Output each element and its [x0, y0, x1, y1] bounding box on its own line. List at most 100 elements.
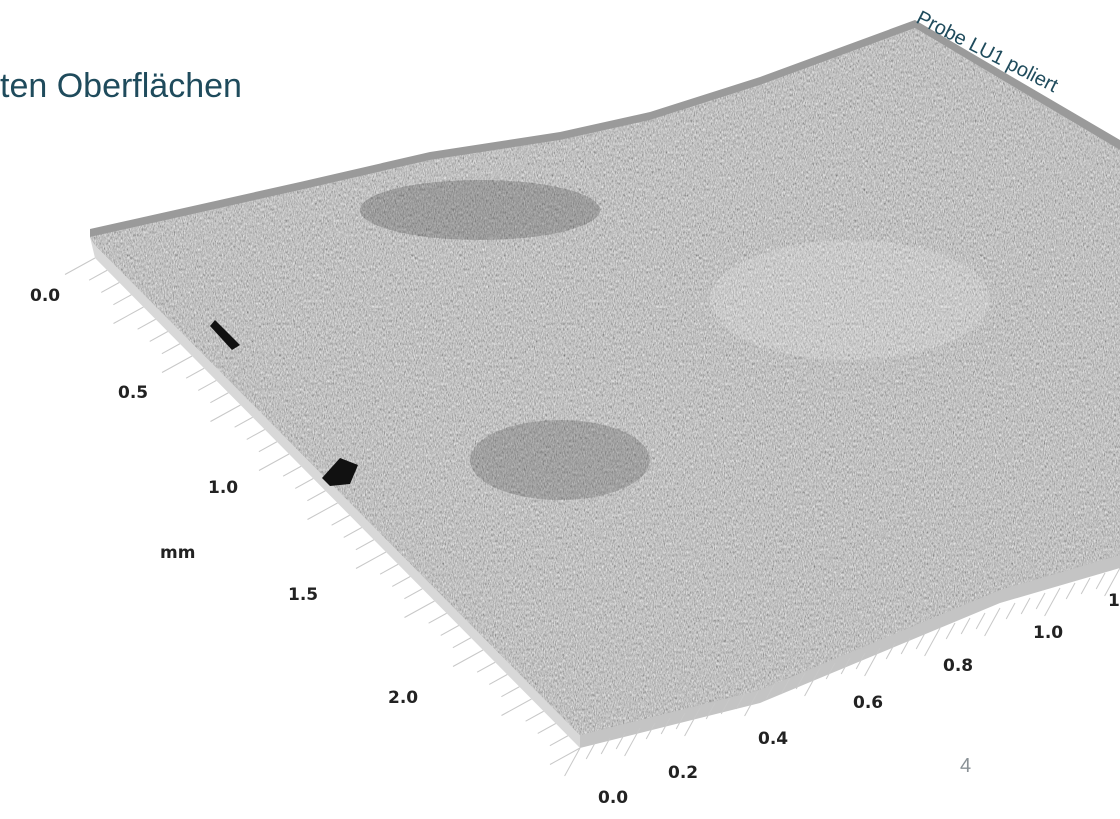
- tick-mark: [1095, 572, 1106, 590]
- tick-mark: [355, 551, 387, 569]
- tick-mark: [452, 649, 484, 667]
- tick-mark: [825, 662, 836, 680]
- tick-mark: [945, 622, 956, 640]
- side-wall: [580, 555, 1120, 748]
- tick-mark: [924, 627, 941, 657]
- tick-mark: [501, 698, 532, 716]
- tick-mark: [343, 527, 362, 538]
- tick-mark: [282, 465, 302, 477]
- tick-mark: [549, 747, 581, 765]
- x-tick-label: 0.8: [943, 656, 973, 676]
- tick-mark: [855, 652, 866, 670]
- tick-mark: [705, 702, 716, 720]
- tick-mark: [258, 453, 290, 471]
- tick-mark: [915, 632, 926, 650]
- tick-mark: [113, 294, 132, 306]
- tick-mark: [88, 269, 108, 281]
- x-tick-label: 1: [1108, 591, 1120, 611]
- tick-mark: [1104, 567, 1120, 597]
- axis-ticks: [64, 257, 1120, 777]
- tick-mark: [1080, 577, 1091, 595]
- tick-mark: [675, 712, 686, 730]
- tick-mark: [780, 677, 791, 695]
- tick-mark: [137, 318, 156, 330]
- x-tick-label: 1.0: [1033, 623, 1063, 643]
- tick-mark: [1065, 582, 1076, 600]
- tick-mark: [765, 682, 776, 700]
- tick-mark: [984, 607, 1001, 637]
- tick-mark: [537, 723, 556, 734]
- tick-mark: [392, 576, 411, 587]
- tick-mark: [975, 612, 986, 630]
- y-axis-label: mm: [160, 543, 195, 563]
- defect: [210, 320, 240, 350]
- y-tick-label: 1.0: [208, 478, 238, 498]
- tick-mark: [744, 687, 761, 717]
- tick-mark: [149, 331, 168, 342]
- tick-mark: [452, 637, 472, 649]
- tick-mark: [210, 392, 229, 404]
- tick-mark: [885, 642, 896, 660]
- tick-mark: [840, 657, 851, 675]
- x-tick-label: 0.2: [668, 763, 698, 783]
- tick-mark: [161, 355, 193, 373]
- tick-mark: [258, 441, 278, 453]
- tick-mark: [864, 647, 881, 677]
- tick-mark: [307, 490, 326, 502]
- tick-mark: [1005, 602, 1016, 620]
- tick-mark: [198, 380, 217, 391]
- tick-mark: [615, 732, 626, 750]
- x-tick-label: 0.4: [758, 729, 788, 749]
- slide-title: ten Oberflächen: [0, 67, 242, 105]
- tick-mark: [331, 514, 350, 526]
- page-number: 4: [960, 755, 971, 777]
- tick-mark: [440, 625, 459, 636]
- tick-mark: [489, 674, 508, 685]
- tick-mark: [161, 343, 181, 355]
- x-tick-label: 0.6: [853, 693, 883, 713]
- y-tick-label: 0.0: [30, 286, 60, 306]
- x-tick-label: 0.0: [598, 788, 628, 808]
- tick-mark: [210, 404, 241, 422]
- tick-mark: [1044, 587, 1061, 617]
- defect: [322, 458, 358, 486]
- tick-mark: [624, 727, 641, 757]
- tick-mark: [101, 282, 120, 293]
- tick-mark: [476, 661, 496, 673]
- tick-mark: [600, 737, 611, 755]
- tick-mark: [64, 257, 96, 275]
- tick-mark: [549, 735, 569, 747]
- tick-mark: [900, 637, 911, 655]
- tick-mark: [720, 697, 731, 715]
- y-tick-label: 2.0: [388, 688, 418, 708]
- tick-mark: [1020, 597, 1031, 615]
- tick-mark: [404, 600, 435, 618]
- side-wall: [90, 237, 580, 748]
- tick-mark: [660, 717, 671, 735]
- tick-mark: [234, 416, 253, 428]
- tick-mark: [804, 667, 821, 697]
- tick-mark: [113, 306, 144, 324]
- tick-mark: [1035, 592, 1046, 610]
- back-wall: [90, 20, 1120, 237]
- tick-mark: [585, 742, 596, 760]
- tick-mark: [735, 692, 746, 710]
- tick-mark: [564, 747, 581, 777]
- tick-mark: [307, 502, 338, 520]
- tick-mark: [185, 367, 205, 379]
- tick-mark: [525, 710, 544, 722]
- tick-mark: [404, 588, 423, 600]
- tick-mark: [960, 617, 971, 635]
- tick-mark: [795, 672, 806, 690]
- tick-mark: [295, 478, 314, 489]
- y-tick-label: 0.5: [118, 383, 148, 403]
- tick-mark: [379, 563, 399, 575]
- tick-mark: [355, 539, 375, 551]
- tick-mark: [501, 686, 520, 698]
- tick-mark: [246, 429, 265, 440]
- tick-mark: [645, 722, 656, 740]
- tick-mark: [684, 707, 701, 737]
- y-tick-label: 1.5: [288, 585, 318, 605]
